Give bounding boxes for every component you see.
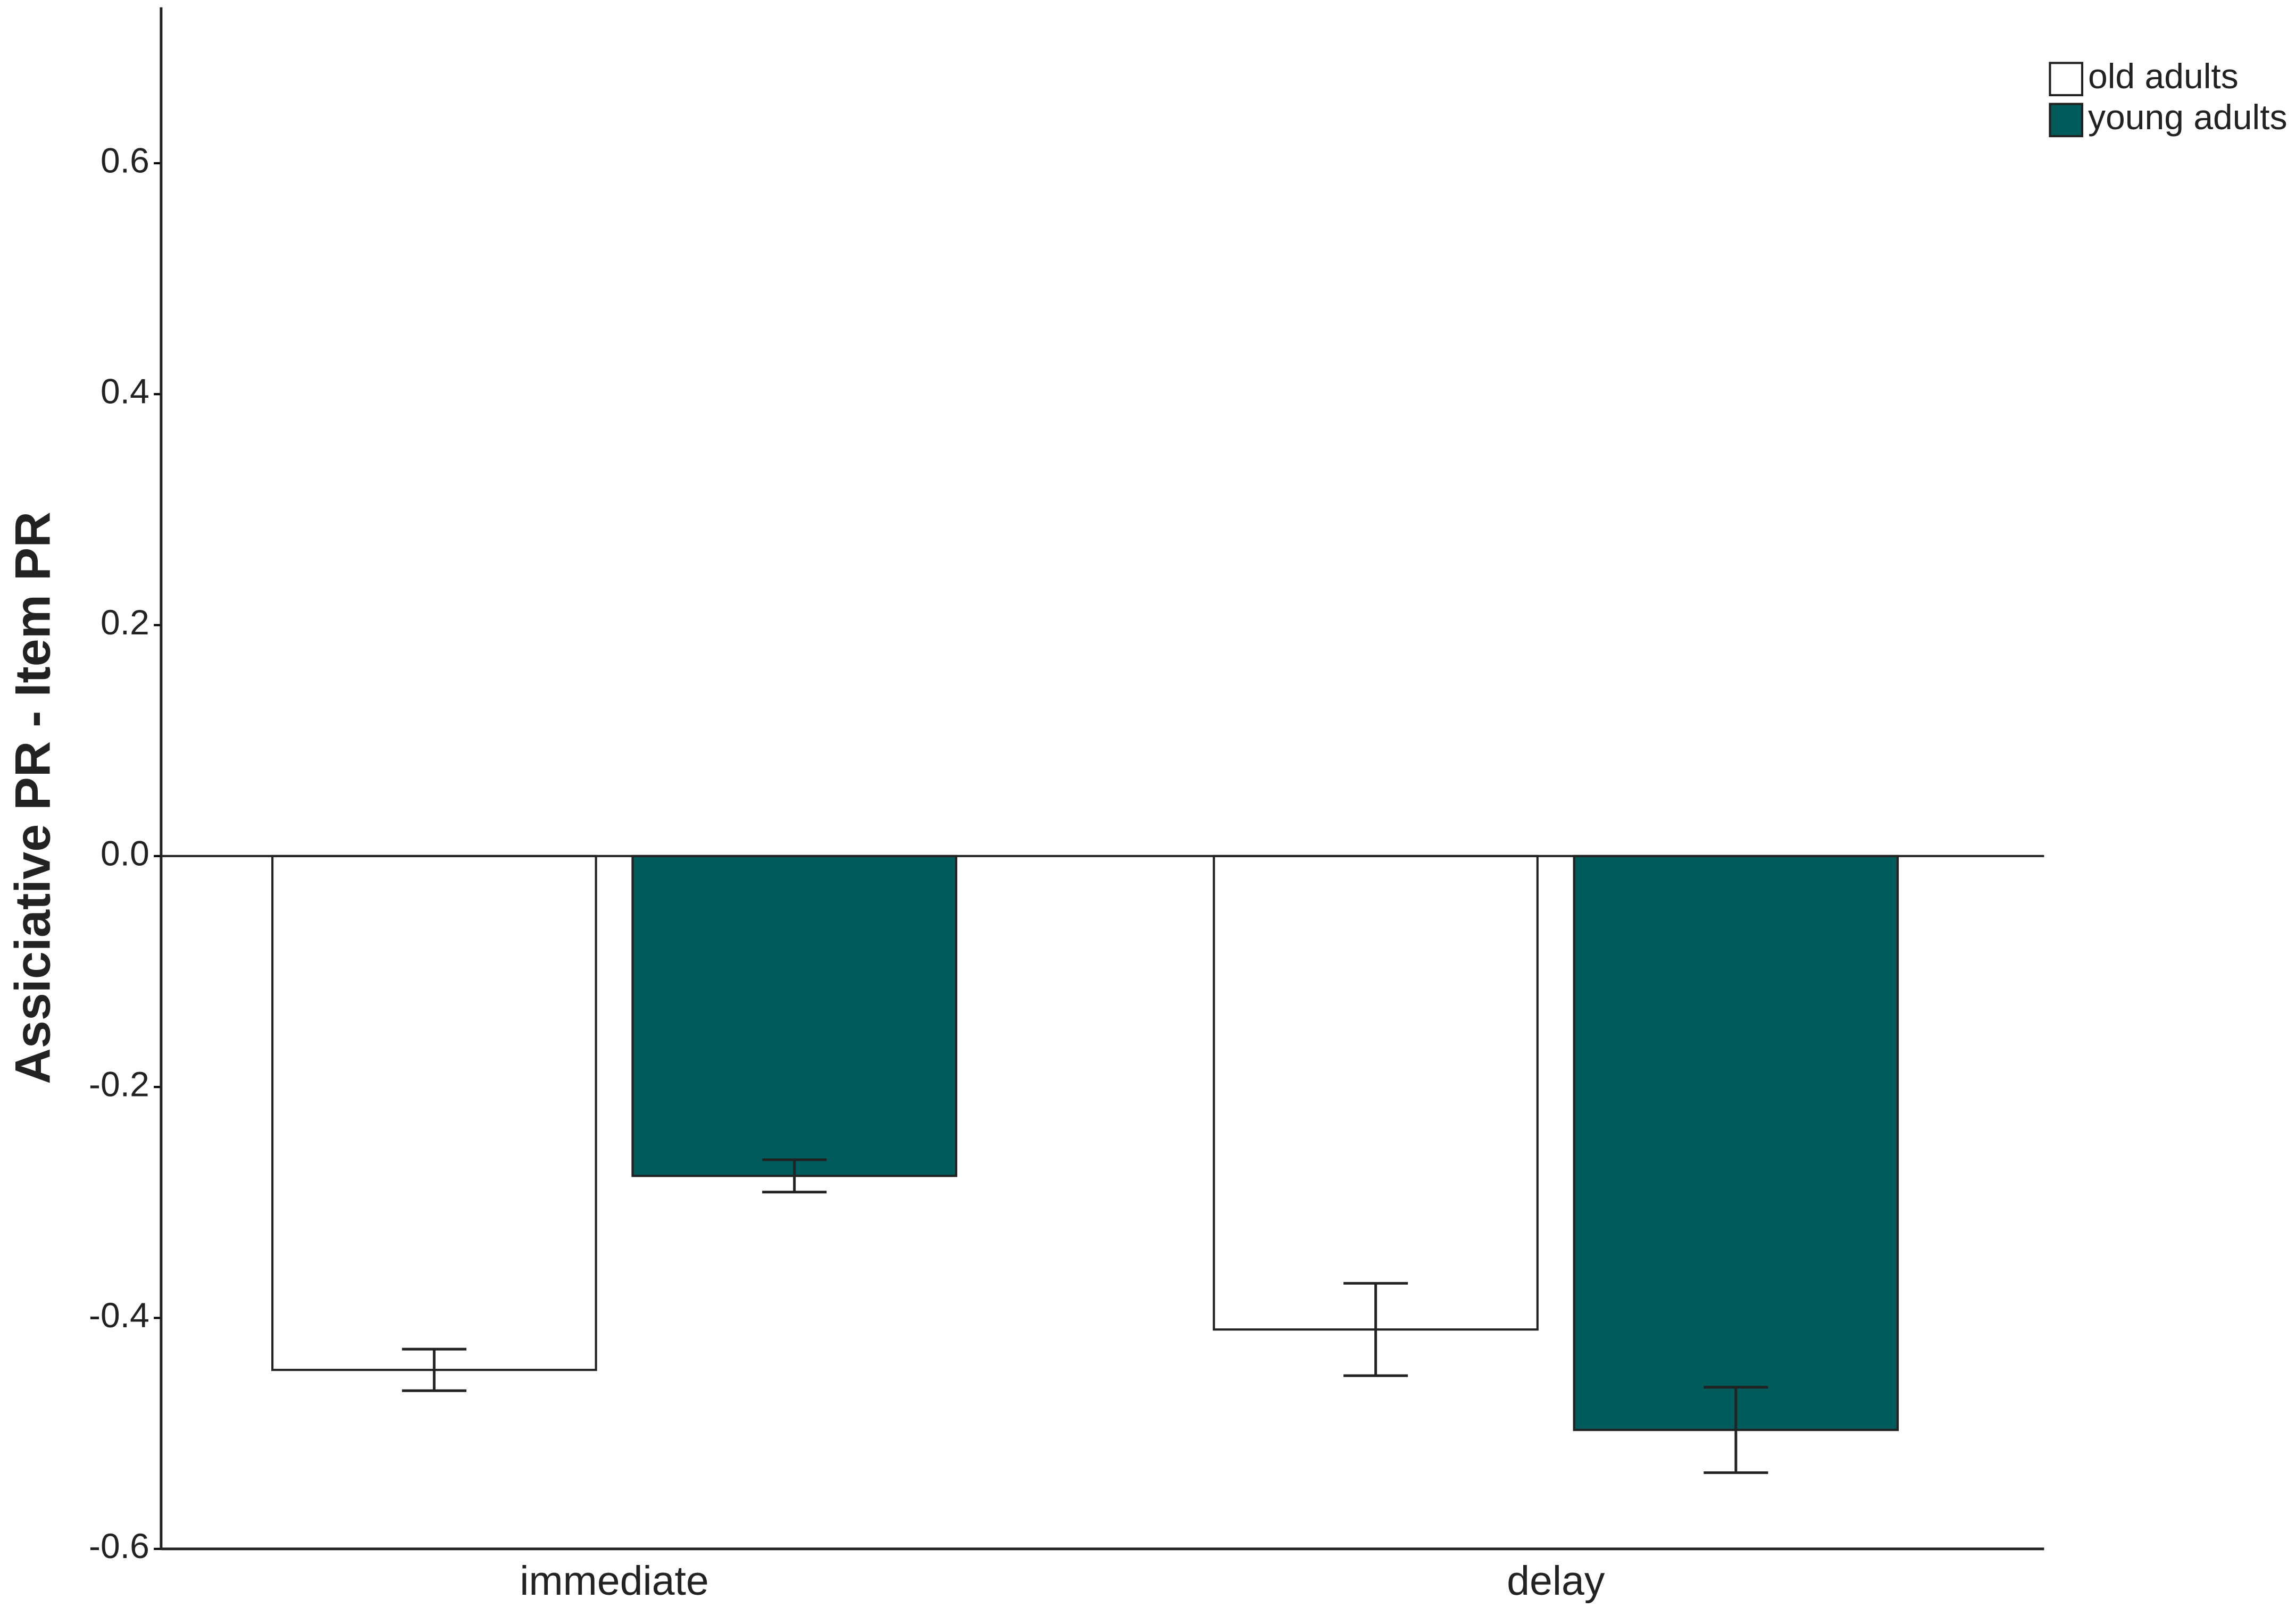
error-bar	[402, 1347, 466, 1392]
y-tick-label: 0.6	[101, 141, 149, 180]
y-axis-label: Assiciative PR - Item PR	[5, 512, 61, 1084]
legend-swatch	[2049, 62, 2084, 97]
error-bar	[1343, 1282, 1408, 1377]
bar	[1573, 855, 1899, 1432]
error-bar	[762, 1158, 827, 1194]
y-tick-label: -0.6	[89, 1527, 149, 1566]
y-tick-label: 0.2	[101, 603, 149, 642]
bar	[631, 855, 957, 1177]
x-tick-label: immediate	[520, 1558, 709, 1604]
bar	[1213, 855, 1539, 1331]
y-tick-label: 0.0	[101, 834, 149, 873]
y-tick-label: -0.2	[89, 1065, 149, 1104]
legend-label: old adults	[2088, 57, 2239, 96]
x-tick-label: delay	[1507, 1558, 1605, 1604]
y-tick-label: -0.4	[89, 1296, 149, 1335]
error-bar	[1704, 1386, 1768, 1474]
legend-label: young adults	[2088, 98, 2287, 137]
y-tick-label: 0.4	[101, 372, 149, 412]
legend-swatch	[2049, 103, 2084, 138]
bar	[271, 855, 597, 1371]
